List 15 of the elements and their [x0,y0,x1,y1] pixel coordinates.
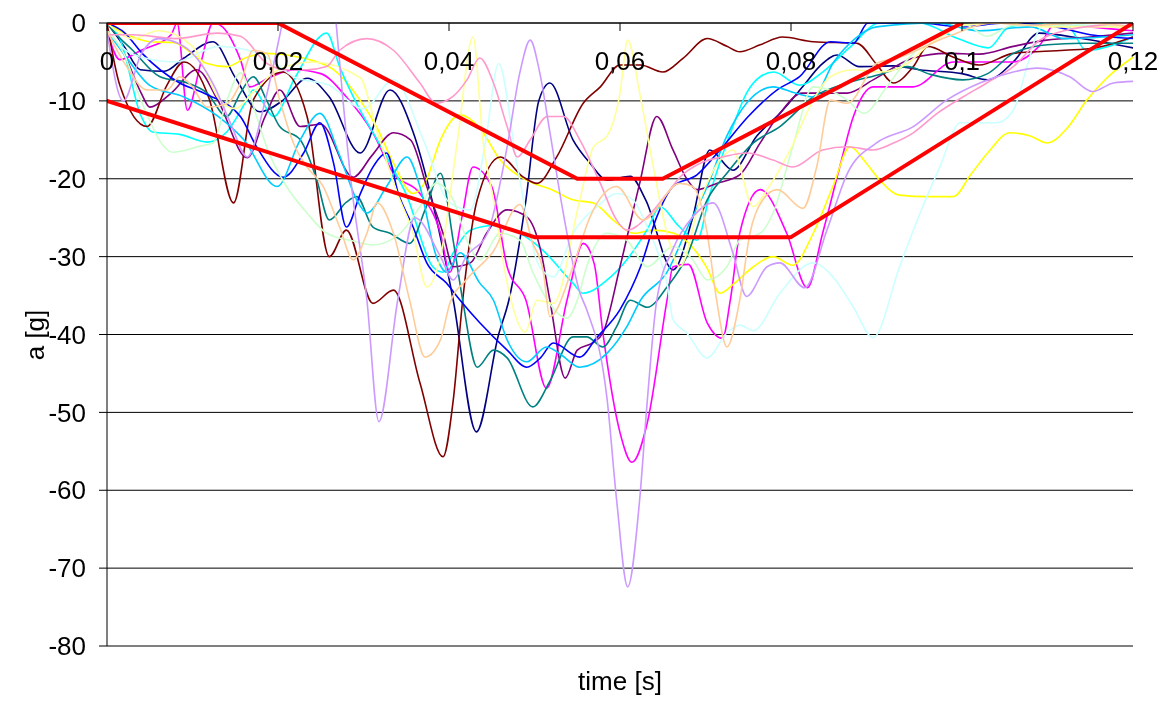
x-tick-label: 0 [99,46,115,77]
y-tick-label: -70 [48,553,86,584]
y-tick-label: -40 [48,319,86,350]
y-axis-title: a [g] [20,308,50,362]
x-axis-title: time [s] [577,666,663,696]
y-tick-label: -80 [48,631,86,662]
x-tick-label: 0,06 [594,46,646,77]
y-tick-label: -60 [48,475,86,506]
y-tick-label: -10 [48,86,86,117]
x-tick-label: 0,02 [252,46,304,77]
y-tick-label: 0 [71,8,86,39]
y-tick-label: -20 [48,163,86,194]
x-tick-label: 0,04 [423,46,475,77]
y-tick-label: -50 [48,397,86,428]
y-tick-label: -30 [48,241,86,272]
